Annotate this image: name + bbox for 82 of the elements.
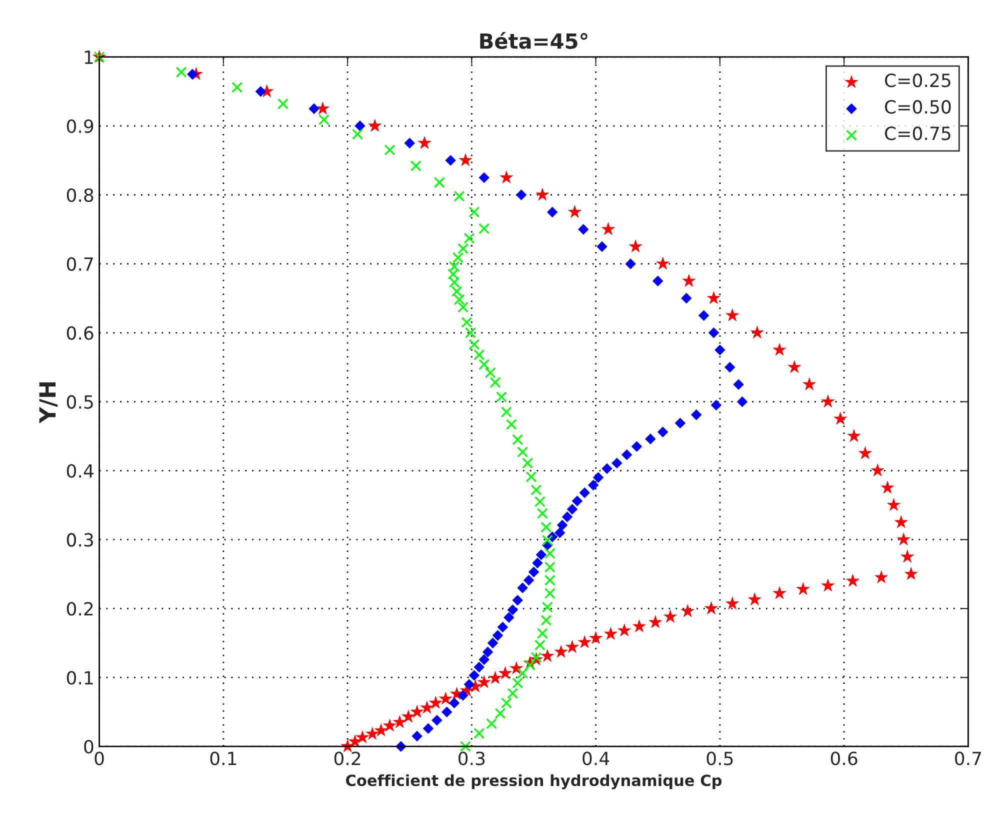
point	[522, 458, 534, 469]
legend-label: C=0.25	[885, 74, 950, 88]
point	[457, 302, 468, 313]
x-tick-label: 0.6	[830, 752, 858, 766]
point	[524, 660, 536, 671]
point	[526, 471, 537, 482]
point	[232, 82, 243, 93]
point	[468, 338, 480, 350]
y-tick-label: 0.1	[66, 670, 93, 685]
point	[464, 232, 475, 244]
y-tick-label: 0	[84, 740, 94, 754]
point	[454, 190, 465, 202]
point	[517, 668, 528, 679]
point	[464, 327, 476, 338]
point	[544, 562, 556, 573]
point	[542, 534, 553, 546]
x-tick-label: 0.5	[706, 752, 733, 766]
y-tick-label: 0.2	[66, 602, 93, 616]
point	[534, 496, 546, 508]
point	[448, 261, 460, 272]
point	[352, 128, 363, 140]
y-tick-label: 0.3	[66, 533, 93, 547]
point	[530, 484, 542, 496]
point	[536, 508, 548, 519]
point	[452, 252, 464, 264]
point	[460, 740, 471, 752]
point	[500, 406, 512, 418]
point	[494, 708, 506, 719]
point	[434, 176, 445, 188]
point	[410, 160, 422, 172]
point	[454, 294, 465, 306]
y-tick-label: 0.9	[66, 119, 94, 134]
point	[457, 243, 468, 254]
legend-label: C=0.75	[885, 126, 950, 140]
x-tick-label: 0.4	[582, 752, 610, 766]
point	[540, 522, 552, 533]
point	[478, 358, 490, 370]
point	[486, 718, 498, 730]
x-tick-label: 0.1	[210, 752, 236, 766]
y-tick-label: 0.5	[66, 395, 93, 409]
point	[534, 640, 546, 651]
y-tick-label: 0.6	[66, 326, 94, 340]
point	[474, 728, 485, 739]
y-tick-label: 0.8	[66, 188, 94, 202]
point	[461, 316, 472, 328]
point	[517, 446, 528, 458]
point	[506, 418, 517, 430]
point	[474, 349, 485, 360]
x-tick-label: 0.7	[955, 752, 981, 766]
y-tick-label: 0.7	[66, 257, 93, 271]
point	[176, 66, 187, 78]
x-tick-label: 0.3	[458, 752, 485, 766]
point	[478, 223, 490, 234]
point	[468, 206, 480, 218]
point	[278, 98, 288, 110]
x-tick-label: 0	[94, 752, 104, 766]
point	[451, 286, 462, 297]
point	[448, 268, 459, 280]
point	[536, 628, 548, 639]
y-tick-label: 0.4	[66, 464, 94, 478]
point	[507, 688, 518, 699]
point	[544, 588, 556, 599]
point	[490, 376, 501, 388]
point	[384, 144, 396, 156]
x-tick-label: 0.2	[334, 752, 360, 766]
point	[544, 548, 556, 559]
point	[512, 434, 524, 446]
point	[512, 678, 524, 688]
point	[500, 698, 512, 708]
y-tick-label: 1	[84, 50, 93, 64]
point	[484, 367, 496, 378]
point	[544, 574, 556, 586]
legend-label: C=0.50	[885, 100, 951, 114]
point	[318, 114, 330, 126]
y-axis-title: Y/H	[39, 382, 58, 424]
x-axis-title: Coefficient de pression hydrodynamique Cp	[346, 774, 722, 790]
point	[496, 391, 507, 402]
point	[530, 652, 542, 663]
chart-title: Béta=45°	[480, 32, 588, 49]
point	[542, 602, 553, 613]
point	[448, 276, 460, 288]
point	[540, 614, 552, 626]
